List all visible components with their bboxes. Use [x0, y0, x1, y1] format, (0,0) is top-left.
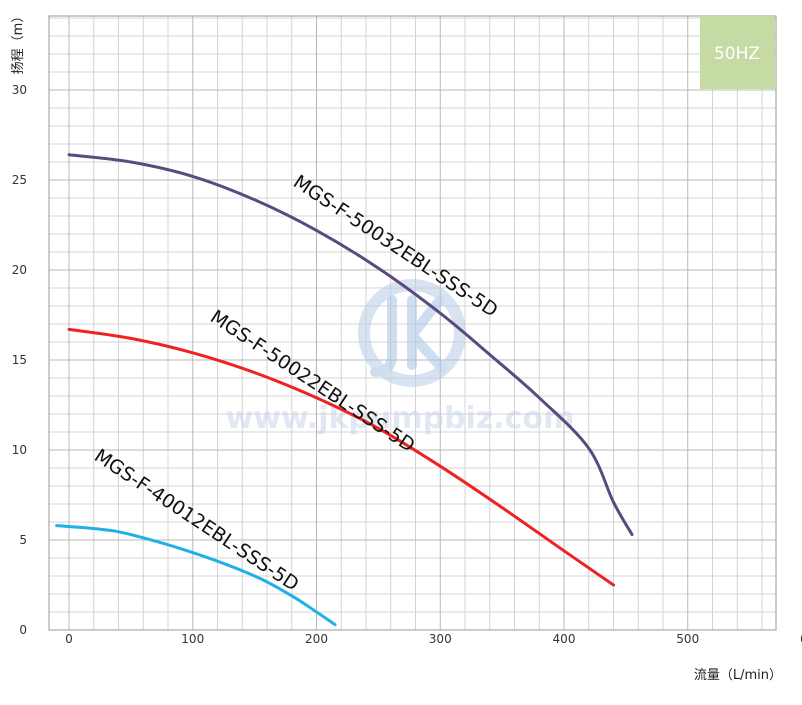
series-label-3: MGS-F-40012EBL-SSS-5D — [90, 445, 302, 596]
x-tick-labels: 0 100 200 300 400 500 600 — [65, 632, 802, 646]
watermark-logo-mark — [370, 295, 447, 377]
watermark-text: www.jkpumpbiz.com — [226, 401, 575, 436]
series-line-3 — [55, 524, 337, 627]
y-tick-label: 5 — [19, 533, 27, 547]
y-tick-labels: 0 5 10 15 20 25 30 — [12, 83, 27, 637]
x-tick-label: 100 — [181, 632, 204, 646]
series-line-1 — [67, 153, 634, 537]
y-tick-label: 20 — [12, 263, 27, 277]
watermark: www.jkpumpbiz.com — [226, 279, 575, 436]
curves — [55, 153, 634, 627]
y-tick-label: 25 — [12, 173, 27, 187]
x-tick-label: 400 — [553, 632, 576, 646]
series-line-2 — [67, 327, 615, 587]
plot-frame — [48, 15, 777, 631]
y-tick-label: 0 — [19, 623, 27, 637]
y-tick-label: 10 — [12, 443, 27, 457]
x-tick-label: 500 — [676, 632, 699, 646]
x-axis-title: 流量（L/min） — [694, 668, 782, 683]
y-axis-title: 扬程（m） — [11, 10, 26, 75]
frequency-badge-bg — [700, 16, 775, 89]
x-tick-label: 600 — [800, 632, 802, 646]
x-tick-label: 200 — [305, 632, 328, 646]
x-tick-label: 300 — [429, 632, 452, 646]
frequency-badge: 50HZ — [700, 16, 775, 89]
y-tick-label: 30 — [12, 83, 27, 97]
y-tick-label: 15 — [12, 353, 27, 367]
x-tick-label: 0 — [65, 632, 73, 646]
watermark-logo-icon — [358, 279, 466, 387]
frequency-badge-text: 50HZ — [714, 44, 760, 64]
